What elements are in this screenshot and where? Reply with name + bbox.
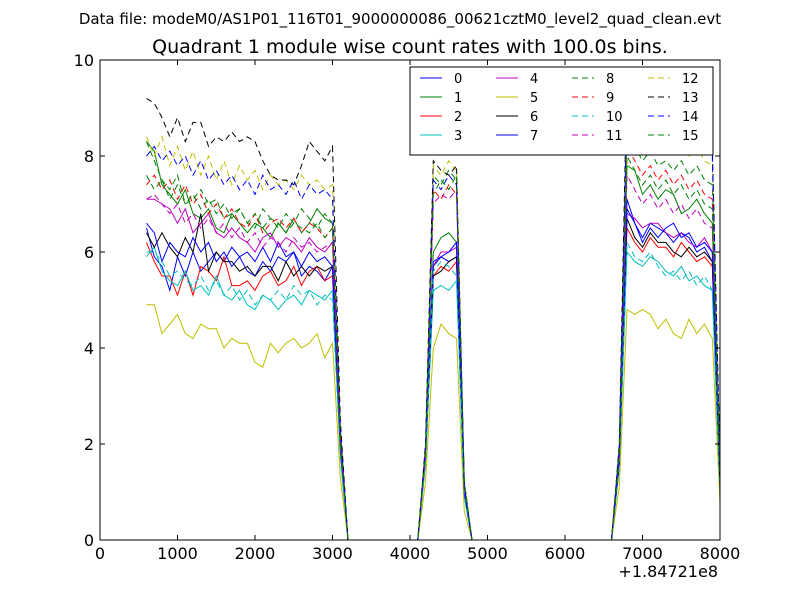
legend-label-1: 1 bbox=[454, 91, 462, 106]
y-tick-label: 4 bbox=[84, 339, 94, 358]
legend-label-0: 0 bbox=[454, 72, 462, 87]
series-line-12 bbox=[146, 107, 721, 541]
figure-suptitle: Data file: modeM0/AS1P01_116T01_90000000… bbox=[79, 10, 721, 29]
x-tick-label: 6000 bbox=[545, 544, 586, 563]
legend-label-13: 13 bbox=[682, 91, 699, 106]
legend-box bbox=[409, 66, 714, 156]
series-line-7 bbox=[146, 206, 721, 541]
x-tick-label: 8000 bbox=[700, 544, 741, 563]
series-line-10 bbox=[146, 240, 721, 541]
legend-label-7: 7 bbox=[530, 129, 538, 144]
y-tick-label: 6 bbox=[84, 243, 94, 262]
legend-label-12: 12 bbox=[682, 72, 699, 87]
x-tick-label: 4000 bbox=[390, 544, 431, 563]
x-tick-label: 2000 bbox=[235, 544, 276, 563]
y-tick-label: 2 bbox=[84, 435, 94, 454]
legend-label-10: 10 bbox=[606, 110, 623, 125]
legend-label-5: 5 bbox=[530, 91, 538, 106]
legend-label-11: 11 bbox=[606, 129, 623, 144]
x-tick-label: 1000 bbox=[157, 544, 198, 563]
legend-label-9: 9 bbox=[606, 91, 614, 106]
legend-label-4: 4 bbox=[530, 72, 538, 87]
legend-label-6: 6 bbox=[530, 110, 538, 125]
x-offset-label: +1.84721e8 bbox=[618, 562, 718, 581]
legend-label-15: 15 bbox=[682, 129, 699, 144]
series-line-13 bbox=[146, 69, 721, 541]
y-tick-label: 10 bbox=[74, 51, 94, 70]
legend-label-14: 14 bbox=[682, 110, 699, 125]
y-tick-label: 0 bbox=[84, 531, 94, 550]
series-layer bbox=[146, 69, 721, 541]
x-tick-label: 3000 bbox=[312, 544, 353, 563]
series-line-14 bbox=[146, 98, 721, 541]
series-line-15 bbox=[146, 154, 721, 541]
x-tick-label: 0 bbox=[95, 544, 105, 563]
legend-label-8: 8 bbox=[606, 72, 614, 87]
x-tick-label: 5000 bbox=[467, 544, 508, 563]
legend-label-2: 2 bbox=[454, 110, 462, 125]
chart-title: Quadrant 1 module wise count rates with … bbox=[152, 36, 668, 58]
y-tick-label: 8 bbox=[84, 147, 94, 166]
x-tick-label: 7000 bbox=[622, 544, 663, 563]
series-line-5 bbox=[146, 304, 721, 541]
legend-label-3: 3 bbox=[454, 129, 462, 144]
series-line-3 bbox=[146, 246, 721, 541]
